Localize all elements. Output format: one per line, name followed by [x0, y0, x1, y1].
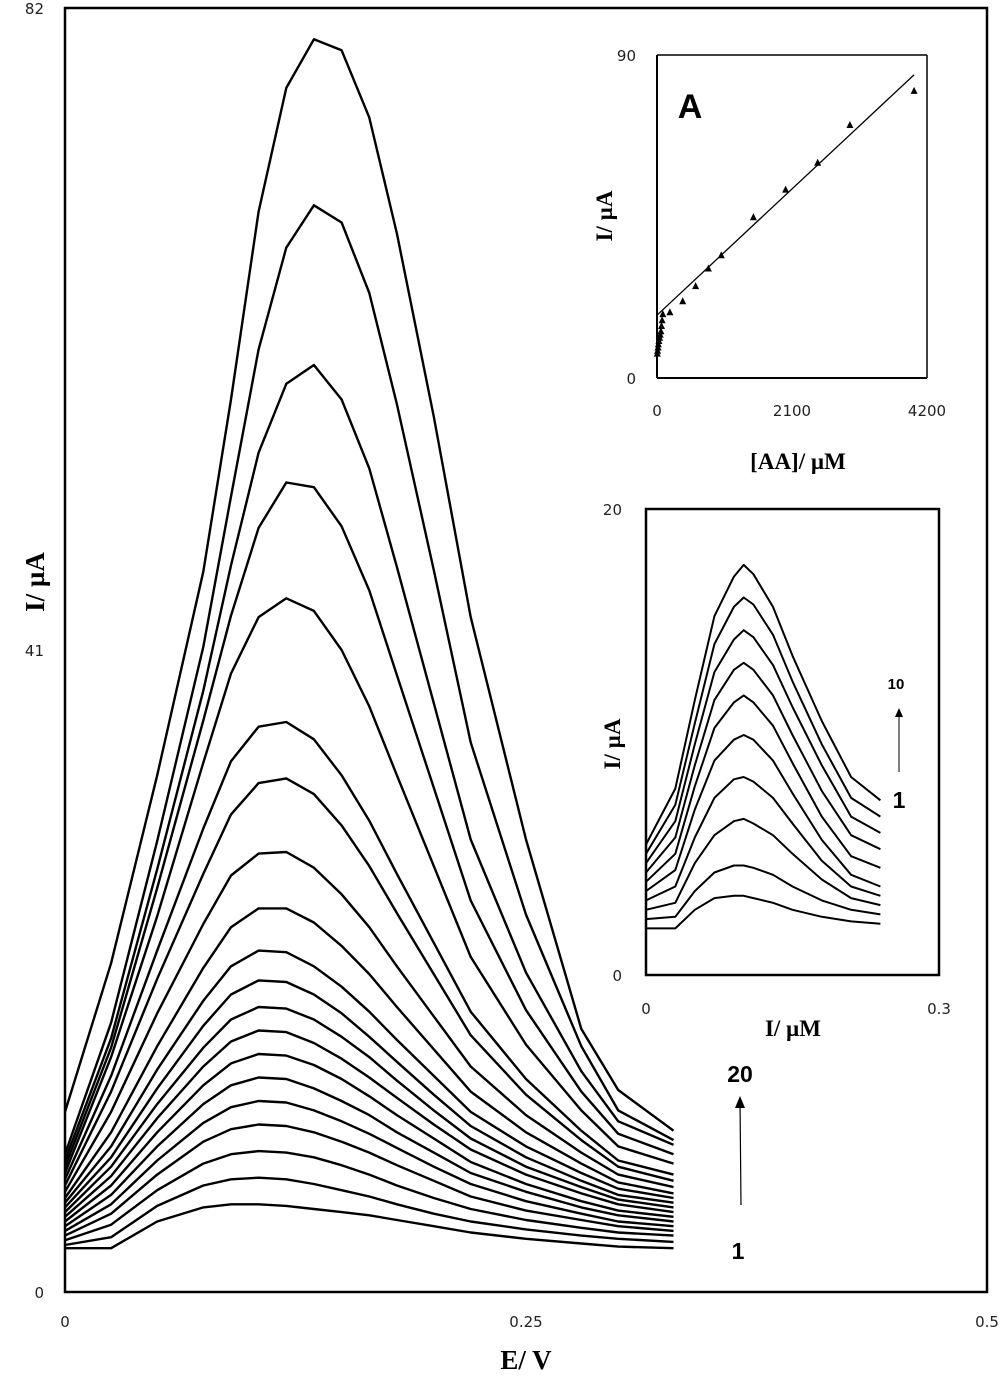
main-curve-series-11 [64, 949, 674, 1204]
main-curve-series-18 [63, 363, 674, 1161]
main-curve-series-2 [64, 1176, 674, 1247]
main-xtick-0.25: 0.25 [509, 1313, 542, 1331]
main-curve-series-10 [64, 979, 674, 1209]
main-curve-series-8 [64, 1029, 674, 1218]
inset-b-curve-series-3 [645, 817, 881, 911]
inset-a-point-11 [659, 310, 667, 318]
inset-b-annotation-last: 10 [888, 676, 905, 693]
inset-a-panel-label: A [678, 88, 703, 126]
inset-a-point-8 [657, 327, 665, 335]
main-curve-series-6 [64, 1076, 674, 1228]
inset-a-point-20 [846, 121, 854, 128]
main-plot: 82 41 0 0 0.25 0.5 E/ V I/ µA 20 1 [20, 0, 999, 1375]
main-y-axis-label: I/ µA [20, 552, 50, 612]
inset-a-xtick-4200: 4200 [908, 402, 946, 420]
inset-a-point-10 [658, 316, 666, 324]
inset-a-point-18 [782, 185, 790, 193]
main-curve-series-12 [64, 907, 674, 1199]
main-arrow-shaft [739, 1099, 742, 1206]
main-curve-series-1 [65, 1203, 674, 1250]
inset-a-point-15 [704, 264, 712, 272]
main-curves [63, 38, 675, 1250]
inset-b-curve-series-8 [645, 629, 881, 864]
inset-a-marks [653, 74, 918, 357]
inset-a-point-14 [692, 282, 700, 290]
main-curve-series-15 [63, 720, 674, 1180]
main-annotation-last: 20 [727, 1061, 753, 1087]
inset-a-x-axis-label: [AA]/ µM [750, 449, 846, 474]
inset-a-point-12 [666, 308, 674, 316]
main-arrow-head [735, 1096, 745, 1108]
inset-b-x-axis-label: I/ µM [765, 1016, 821, 1041]
main-curve-series-16 [63, 597, 674, 1174]
inset-b-curve-series-5 [645, 734, 881, 892]
main-curve-series-20 [63, 38, 675, 1132]
main-annotation-first: 1 [732, 1238, 745, 1264]
main-xtick-0.5: 0.5 [975, 1313, 999, 1331]
inset-a-point-9 [658, 322, 665, 329]
inset-a-fit-line [656, 74, 915, 316]
inset-b-annotation-first: 1 [893, 787, 906, 813]
inset-b-curves [645, 563, 882, 930]
main-plot-frame [63, 6, 989, 1294]
inset-b-arrow-head [895, 708, 903, 717]
inset-a-xtick-2100: 2100 [773, 402, 811, 420]
main-x-axis-label: E/ V [500, 1345, 552, 1375]
main-ytick-41: 41 [25, 642, 44, 660]
inset-a-point-19 [814, 158, 822, 166]
main-curve-series-7 [64, 1052, 674, 1223]
inset-a-plot-area [657, 55, 927, 378]
main-curve-series-4 [64, 1123, 674, 1237]
inset-b-curve-series-1 [646, 894, 881, 930]
main-curve-series-17 [63, 481, 674, 1168]
inset-b-curve-series-10 [645, 563, 882, 845]
main-curve-series-9 [64, 1005, 674, 1213]
inset-b-xtick-0.3: 0.3 [927, 1000, 951, 1018]
inset-a-point-16 [717, 251, 725, 259]
main-ytick-82: 82 [25, 0, 44, 18]
inset-b-curve-series-9 [645, 596, 881, 855]
inset-b-curve-series-7 [645, 661, 881, 874]
main-curve-series-13 [63, 850, 674, 1193]
inset-b-ytick-20: 20 [603, 501, 622, 519]
inset-a-point-17 [749, 213, 757, 221]
inset-b-xtick-0: 0 [641, 1000, 651, 1018]
main-curve-series-14 [63, 777, 674, 1187]
inset-a-ytick-90: 90 [617, 47, 636, 65]
inset-b-curve-series-4 [645, 776, 881, 902]
main-xtick-0: 0 [60, 1313, 70, 1331]
inset-b: 10 1 20 0 0 0.3 I/ µM I/ µA [600, 501, 951, 1041]
inset-b-curve-series-6 [645, 694, 881, 883]
inset-a-point-13 [679, 297, 687, 305]
main-ytick-0: 0 [34, 1284, 44, 1302]
inset-a-ytick-0: 0 [626, 370, 636, 388]
inset-a-y-axis-label: I/ µA [592, 190, 617, 241]
inset-b-y-axis-label: I/ µA [600, 718, 625, 769]
inset-b-curve-series-2 [645, 864, 881, 921]
inset-a-xtick-0: 0 [652, 402, 662, 420]
inset-a-point-21 [910, 86, 918, 94]
main-curve-series-19 [63, 204, 675, 1155]
main-curve-series-5 [64, 1099, 674, 1232]
main-curve-series-3 [64, 1149, 674, 1242]
inset-b-ytick-0: 0 [612, 967, 622, 985]
inset-a: A 90 0 0 2100 4200 [AA]/ µM I/ µA [592, 47, 946, 474]
